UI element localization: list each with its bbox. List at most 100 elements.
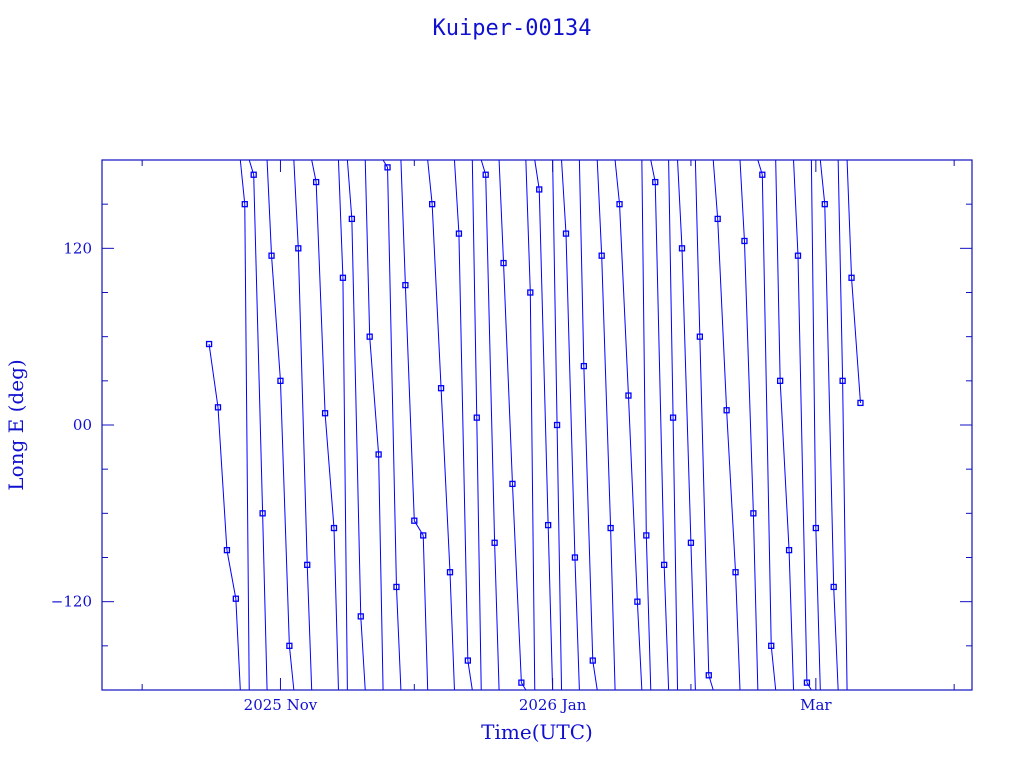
series-segment: [556, 159, 567, 691]
series-segment: [342, 159, 353, 691]
data-point-marker: [464, 657, 471, 664]
data-point-marker: [562, 230, 570, 237]
data-point-marker: [500, 259, 507, 267]
data-point-marker: [223, 546, 231, 554]
series-segment: [395, 159, 406, 691]
series-segment: [253, 174, 264, 514]
series-segment: [636, 159, 647, 691]
data-point-marker: [313, 178, 320, 186]
data-point-marker: [536, 186, 543, 193]
data-point-marker: [812, 524, 819, 532]
series-segment: [476, 159, 487, 691]
data-point-marker: [848, 274, 855, 281]
data-point-marker: [339, 274, 347, 281]
series-segment: [717, 218, 728, 411]
data-point-marker: [839, 377, 846, 384]
x-tick-label: Mar: [800, 696, 832, 714]
data-point-marker: [446, 569, 454, 576]
data-point-marker: [402, 281, 409, 289]
series-segment: [770, 159, 781, 691]
data-point-marker: [437, 385, 445, 392]
data-point-marker: [678, 245, 686, 252]
series-segment: [208, 343, 219, 408]
data-point-marker: [250, 171, 257, 178]
series-segment: [743, 240, 754, 514]
data-point-marker: [509, 480, 516, 488]
data-point-marker: [732, 569, 739, 576]
data-point-marker: [429, 201, 436, 208]
data-point-marker: [473, 414, 480, 421]
ticks-layer: 2025 Nov 2026 Jan Mar 120 00 −120: [51, 160, 972, 714]
series-segment: [306, 159, 317, 691]
data-point-marker: [420, 532, 427, 539]
series-segment: [244, 159, 255, 691]
data-point-marker: [598, 252, 605, 259]
series-segment: [583, 366, 594, 661]
series-segment: [333, 159, 344, 691]
series-segment: [279, 380, 290, 646]
series-segment: [422, 159, 433, 691]
data-point-marker: [393, 583, 400, 591]
data-point-marker: [232, 595, 239, 602]
y-tick-label: 00: [73, 416, 92, 434]
series-layer: [205, 159, 864, 691]
data-point-marker: [571, 554, 579, 561]
data-point-marker: [411, 517, 418, 524]
data-point-marker: [268, 252, 275, 259]
data-point-marker: [589, 657, 596, 664]
series-segment: [494, 159, 505, 691]
data-point-marker: [741, 237, 748, 245]
data-point-marker: [580, 362, 587, 370]
data-point-marker: [375, 451, 382, 458]
series-segment: [824, 204, 835, 587]
series-segment: [726, 410, 737, 573]
series-segment: [369, 336, 380, 455]
series-segment: [324, 413, 335, 529]
series-segment: [529, 159, 540, 691]
data-point-marker: [553, 421, 561, 429]
x-axis-label: Time(UTC): [481, 720, 593, 744]
series-segment: [271, 255, 281, 381]
data-point-marker: [518, 679, 525, 686]
series-segment: [735, 159, 745, 691]
series-segment: [574, 159, 585, 691]
series-segment: [627, 395, 638, 602]
data-point-marker: [366, 333, 373, 340]
series-segment: [645, 159, 656, 691]
series-segment: [520, 159, 531, 691]
series-segment: [788, 159, 799, 691]
series-segment: [315, 182, 326, 414]
data-point-marker: [259, 510, 266, 517]
series-segment: [387, 167, 397, 587]
data-point-marker: [768, 642, 775, 649]
series-segment: [619, 204, 629, 396]
series-segment: [842, 159, 853, 691]
series-segment: [288, 159, 299, 691]
data-point-marker: [643, 532, 650, 539]
series-segment: [761, 174, 772, 646]
data-point-marker: [286, 642, 293, 649]
series-segment: [547, 159, 558, 691]
series-segment: [699, 336, 710, 676]
series-segment: [752, 159, 763, 691]
data-point-marker: [214, 404, 222, 411]
series-segment: [378, 159, 388, 691]
data-point-marker: [482, 171, 489, 178]
series-segment: [797, 255, 808, 683]
series-segment: [601, 255, 612, 529]
plot-frame: [101, 159, 973, 691]
series-segment: [779, 380, 790, 551]
series-segment: [404, 285, 415, 521]
y-tick-label: −120: [51, 593, 92, 611]
data-point-marker: [304, 561, 311, 569]
data-point-marker: [803, 679, 811, 686]
data-point-marker: [491, 539, 498, 546]
data-point-marker: [777, 377, 784, 384]
data-point-marker: [661, 561, 668, 569]
data-point-marker: [625, 392, 632, 399]
series-segment: [806, 159, 817, 691]
series-segment: [672, 159, 683, 691]
series-segment: [503, 263, 513, 484]
series-segment: [565, 233, 576, 558]
